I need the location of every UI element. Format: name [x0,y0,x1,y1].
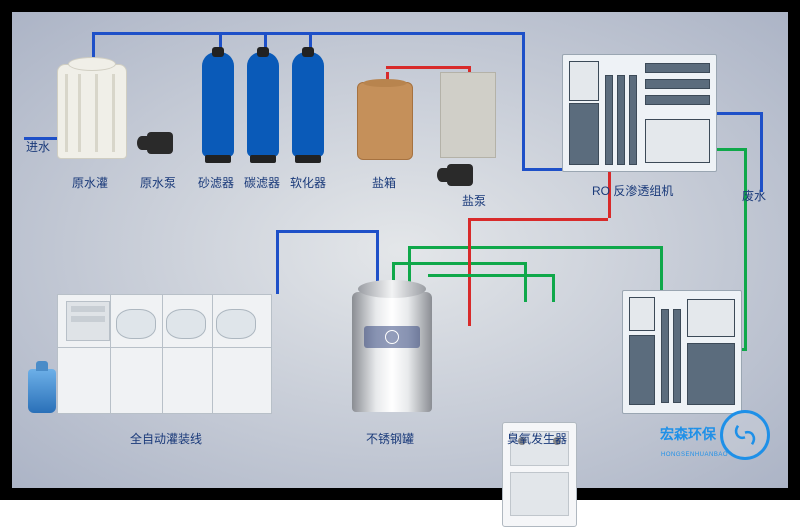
brand-logo-icon [720,410,770,460]
stainless-steel-tank [352,292,432,412]
label-salt-pump: 盐泵 [462,192,486,209]
carbon-filter [247,52,279,157]
filling-line [57,294,272,414]
label-ozone-gen: 臭氧发生器 [507,430,567,447]
label-ro-unit: RO 反渗透组机 [592,182,673,199]
sand-filter [202,52,234,157]
label-inlet: 进水 [26,138,50,155]
label-raw-tank: 原水灌 [72,174,108,191]
brine-tank [357,82,413,160]
label-softener: 软化器 [290,174,326,191]
softener [292,52,324,157]
brand-name: 宏森环保 [660,424,716,444]
label-ss-tank: 不锈钢罐 [366,430,414,447]
raw-water-tank [57,64,127,159]
salt-pump-cabinet [440,72,496,158]
diagram-frame: 进水 原水灌 原水泵 砂滤器 碳滤器 软化器 盐箱 盐泵 RO 反渗透组机 废水… [0,0,800,500]
label-filling-line: 全自动灌装线 [130,430,202,447]
brand-sub: HONGSENHUANBAO [661,452,728,458]
label-brine-tank: 盐箱 [372,174,396,191]
label-raw-pump: 原水泵 [140,174,176,191]
label-carbon-filter: 碳滤器 [244,174,280,191]
label-sand-filter: 砂滤器 [198,174,234,191]
salt-pump [447,164,473,186]
label-waste: 废水 [742,187,766,204]
ro-unit [562,54,717,172]
secondary-treatment-unit [622,290,742,414]
raw-water-pump [147,132,173,154]
